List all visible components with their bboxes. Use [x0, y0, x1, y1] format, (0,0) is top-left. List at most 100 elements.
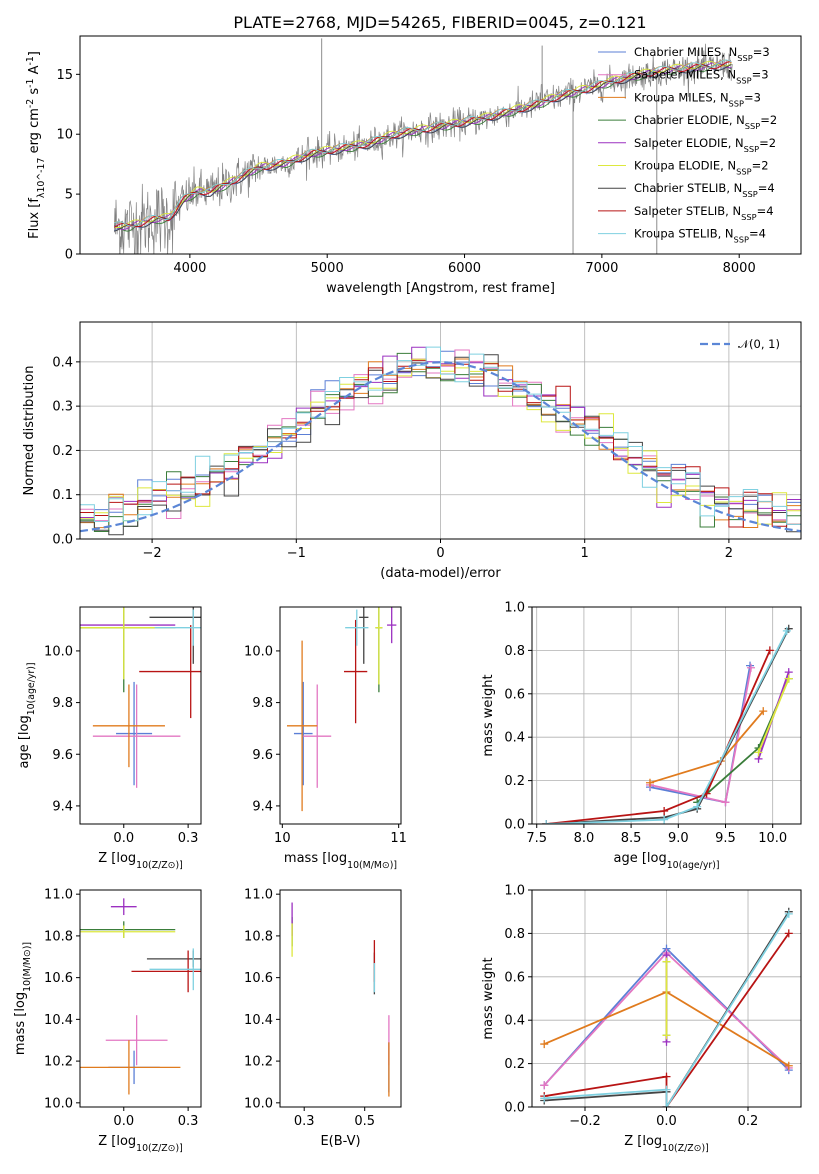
x-tick-label: 1 [581, 546, 589, 561]
model-kroupa-elodie [114, 60, 732, 229]
chart-weight-vs-Z: −0.2 0.0 0.2 0.0 0.2 0.4 0.6 0.8 1.0 Z [log10(Z/Z… [481, 884, 802, 1154]
axes-frame [531, 889, 802, 1108]
plot-area [80, 898, 201, 1095]
y-tick-label: 10.0 [44, 644, 73, 659]
series-marker [542, 820, 551, 824]
y-tick-label: 9.8 [252, 696, 273, 711]
x-tick-label: 9.5 [715, 831, 736, 846]
x-tick-label: 6000 [448, 261, 481, 276]
legend-entry-salpeter-miles: Salpeter MILES, NSSP=3 [634, 68, 769, 86]
x-tick-label: 0.0 [113, 831, 134, 846]
point-kroupa-stelib [154, 609, 201, 646]
series-line [546, 630, 788, 824]
series-line [649, 667, 752, 804]
y-tick-label: 15 [56, 68, 73, 83]
y-axis-label: age [log10(age/yr)] [17, 662, 37, 768]
x-tick-label: 7000 [585, 261, 618, 276]
histogram-kroupa-stelib [80, 346, 801, 525]
chart-age-vs-Z: 0.0 0.3 9.4 9.6 9.8 10.0 Z [log10(Z/Z⊙)] age [l… [17, 606, 202, 871]
series-marker [662, 957, 671, 966]
normal-curve [80, 361, 801, 533]
y-tick-label: 0.0 [504, 1101, 525, 1116]
x-tick-label: 0 [436, 546, 444, 561]
y-tick-label: 9.4 [252, 799, 273, 814]
legend-entry-chabrier-miles: Chabrier MILES, NSSP=3 [634, 45, 770, 63]
x-axis-label: Z [log10(Z/Z⊙)] [624, 1134, 709, 1154]
series-marker [784, 1061, 793, 1070]
plot-area [291, 902, 390, 1097]
legend-entry-kroupa-elodie: Kroupa ELODIE, NSSP=2 [634, 159, 769, 177]
series-kroupa-miles [645, 707, 768, 787]
y-tick-label: 0.3 [52, 400, 73, 415]
series-marker [784, 929, 793, 938]
legend-entry-salpeter-stelib: Salpeter STELIB, NSSP=4 [634, 204, 774, 222]
legend-entry-kroupa-miles: Kroupa MILES, NSSP=3 [634, 90, 761, 108]
y-axis-label: mass weight [481, 674, 496, 756]
legend-entry-normal: 𝒩(0, 1) [738, 337, 780, 351]
point-kroupa-miles [92, 684, 165, 768]
chart-weight-vs-age: 7.5 8.0 8.5 9.0 9.5 10.0 0.0 0.2 0.4 0.6 0.8 1.0 age… [481, 601, 802, 871]
y-tick-label: 0.4 [504, 1014, 525, 1029]
y-tick-label: 10.0 [244, 1096, 273, 1111]
legend-entry-kroupa-stelib: Kroupa STELIB, NSSP=4 [634, 227, 766, 245]
y-tick-label: 10.8 [244, 929, 273, 944]
point-kroupa-miles [80, 1040, 181, 1095]
series-kroupa-stelib [542, 626, 791, 824]
point-kroupa-miles [286, 640, 318, 812]
point-salpeter-miles [92, 684, 181, 788]
x-tick-label: 8000 [723, 261, 756, 276]
y-tick-label: 10.0 [44, 1096, 73, 1111]
point-salpeter-elodie [110, 898, 137, 916]
chart-spectrum: 4000 5000 6000 7000 8000 0 5 10 15 wavelength [An… [25, 35, 802, 296]
point-chabrier-miles [116, 681, 153, 786]
y-tick-label: 10.4 [244, 1013, 273, 1028]
y-tick-label: 10 [56, 128, 73, 143]
plot-area [113, 38, 733, 254]
series-marker [540, 1094, 549, 1103]
y-axis-label: mass [log10(M/M⊙)] [13, 942, 33, 1055]
x-tick-label: 2 [725, 546, 733, 561]
y-tick-label: 0.8 [504, 644, 525, 659]
series-marker [693, 802, 702, 811]
chart-age-vs-mass: 10 11 9.4 9.6 9.8 10.0 mass [log10(M/M⊙)] [244, 606, 407, 871]
y-tick-label: 11.0 [44, 888, 73, 903]
series-line [546, 650, 771, 824]
x-tick-label: 0.3 [294, 1114, 315, 1129]
axes-frame [531, 606, 802, 825]
y-axis-label: Flux [fλ10^-17 erg cm-2 s-1 A-1] [25, 51, 47, 239]
x-axis-label: mass [log10(M/M⊙)] [284, 851, 397, 871]
plot-area [286, 607, 397, 812]
point-kroupa-stelib [345, 609, 369, 646]
y-tick-label: 0.2 [504, 774, 525, 789]
x-axis-label: wavelength [Angstrom, rest frame] [326, 281, 555, 296]
series-marker [662, 1031, 671, 1040]
x-axis-label: E(B-V) [320, 1134, 360, 1149]
point-salpeter-stelib [139, 625, 201, 719]
y-tick-label: 1.0 [504, 884, 525, 899]
axes-frame [79, 889, 202, 1108]
x-tick-label: 8.5 [621, 831, 642, 846]
y-tick-label: 0.0 [504, 818, 525, 833]
y-tick-label: 9.6 [52, 748, 73, 763]
axes-frame [79, 321, 802, 540]
series-marker [660, 815, 669, 824]
y-tick-label: 11.0 [244, 888, 273, 903]
point-salpeter-miles [303, 684, 332, 788]
x-axis-label: Z [log10(Z/Z⊙)] [98, 851, 183, 871]
y-tick-label: 0.2 [52, 444, 73, 459]
point-kroupa-elodie [80, 925, 176, 938]
x-tick-label: 0.0 [113, 1114, 134, 1129]
point-chabrier-stelib [359, 607, 369, 664]
y-tick-label: 0.2 [504, 1057, 525, 1072]
legend: 𝒩(0, 1) [700, 337, 780, 351]
y-tick-label: 0.6 [504, 970, 525, 985]
x-tick-label: 10.0 [758, 831, 787, 846]
series-marker [782, 626, 791, 635]
chart-mass-vs-Z: 0.0 0.3 10.0 10.2 10.4 10.6 10.8 11.0 Z [log10(Z… [13, 888, 202, 1154]
axes-frame [279, 889, 402, 1108]
y-tick-label: 0.4 [52, 355, 73, 370]
y-tick-label: 10.0 [244, 644, 273, 659]
series-line [757, 678, 790, 753]
series-marker [540, 1040, 549, 1049]
x-axis-label: age [log10(age/yr)] [613, 851, 719, 871]
